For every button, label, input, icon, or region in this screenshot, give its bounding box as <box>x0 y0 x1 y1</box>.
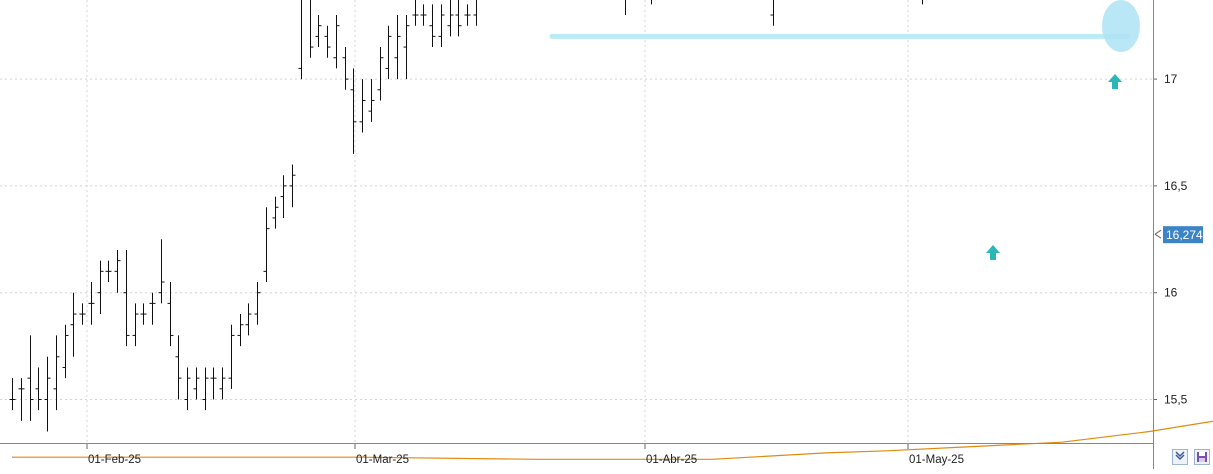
price-tag-pointer <box>1154 229 1162 239</box>
ohlc-bar <box>167 282 174 347</box>
y-tick-label: 17 <box>1164 72 1178 86</box>
ohlc-bar <box>149 292 156 325</box>
ohlc-bar <box>412 0 419 26</box>
ohlc-bar <box>114 249 121 293</box>
ohlc-bar <box>385 25 392 80</box>
ohlc-bar <box>324 25 331 58</box>
ohlc-bar <box>184 367 191 411</box>
ohlc-bar <box>237 314 244 347</box>
ohlc-bar <box>394 15 401 80</box>
y-tick-label: 15,5 <box>1164 393 1188 407</box>
x-tick-label: 01-Feb-25 <box>88 454 141 466</box>
price-tag-box <box>1163 226 1203 244</box>
ohlc-bar <box>447 0 454 37</box>
ohlc-bar <box>88 282 95 325</box>
highlight-ellipse <box>1102 0 1140 52</box>
moving-average-label: 16,274 <box>1154 226 1203 244</box>
ohlc-bar <box>359 79 366 133</box>
grid <box>0 0 1153 443</box>
ohlc-bar <box>403 15 410 80</box>
ohlc-bar <box>132 303 139 347</box>
ohlc-bar <box>263 207 270 283</box>
ohlc-bar <box>9 378 16 411</box>
ohlc-bar <box>158 239 165 304</box>
ohlc-bar <box>350 68 357 154</box>
ohlc-bar <box>175 335 182 400</box>
ohlc-bar <box>70 292 77 357</box>
annotations <box>549 0 1140 260</box>
ohlc-bar <box>193 367 200 400</box>
ohlc-bar <box>18 378 25 421</box>
ohlc-bar <box>202 367 209 411</box>
ohlc-bar <box>97 260 104 315</box>
up-arrow-icon <box>1108 74 1122 89</box>
ohlc-bar <box>53 335 60 411</box>
ohlc-bar <box>342 47 349 90</box>
ohlc-bar <box>44 356 51 432</box>
x-tick-label: 01-May-25 <box>909 454 964 466</box>
ohlc-bar <box>333 15 340 69</box>
expand-icon[interactable] <box>1172 449 1188 465</box>
ohlc-bar <box>280 175 287 218</box>
ohlc-bar <box>310 0 314 58</box>
ohlc-bar <box>228 324 235 389</box>
x-tick-label: 01-Abr-25 <box>646 454 697 466</box>
ohlc-bar <box>105 260 112 283</box>
ohlc-bar <box>289 164 296 208</box>
x-tick-label: 01-Mar-25 <box>356 454 409 466</box>
ohlc-bar <box>464 4 471 26</box>
ohlc-bar <box>420 4 427 26</box>
ohlc-bar <box>272 196 279 229</box>
ohlc-bar <box>62 324 69 379</box>
moving-average <box>12 420 1213 460</box>
y-tick-label: 16,5 <box>1164 179 1188 193</box>
ohlc-bar <box>298 0 302 80</box>
ohlc-bar <box>140 303 147 325</box>
ohlc-bar <box>245 303 252 336</box>
save-icon[interactable] <box>1194 449 1210 465</box>
ohlc-bar <box>429 4 436 48</box>
ohlc-bar <box>368 79 375 122</box>
ohlc-bar <box>377 47 384 101</box>
ohlc-bar <box>123 249 130 347</box>
ohlc-bar <box>473 0 477 26</box>
price-bars <box>9 0 923 432</box>
ohlc-bar <box>315 15 322 48</box>
ohlc-bar <box>770 0 774 26</box>
ohlc-bar <box>254 282 261 325</box>
ohlc-bar <box>219 367 226 400</box>
ohlc-bar <box>35 367 42 411</box>
ohlc-bar <box>79 303 86 325</box>
ohlc-bar <box>455 0 462 37</box>
ohlc-bar <box>210 367 217 400</box>
y-tick-label: 16 <box>1164 286 1178 300</box>
moving-average-line <box>12 420 1213 460</box>
price-tag-text: 16,274 <box>1166 228 1203 242</box>
ohlc-bar <box>438 4 445 48</box>
ohlc-bar <box>27 335 34 421</box>
up-arrow-icon <box>986 245 1000 260</box>
